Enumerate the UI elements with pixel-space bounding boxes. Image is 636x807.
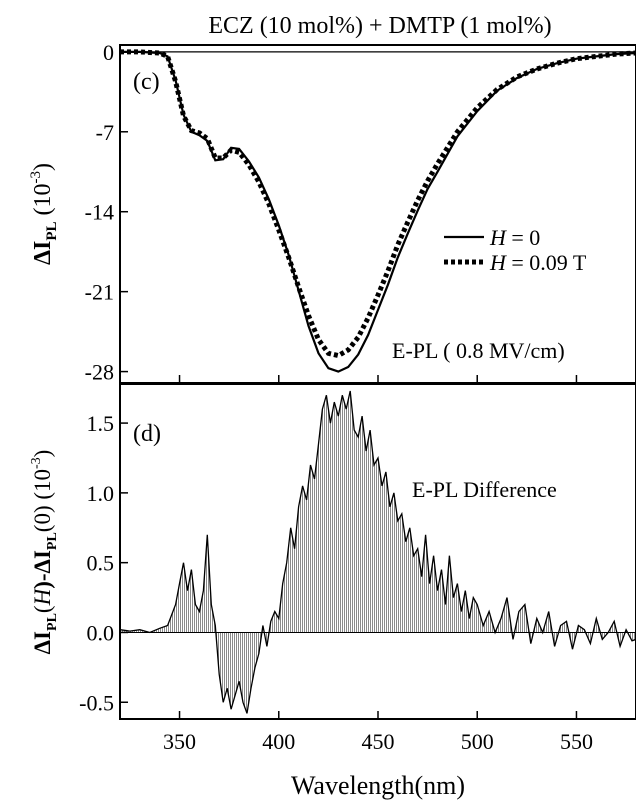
y-tick-label: -0.5 <box>79 690 114 715</box>
panel-c: 0 -7 -14 -21 -28 (c) E-PL ( 0.8 MV/cm) H = 0… <box>28 40 636 385</box>
panel-c-frame <box>119 44 636 384</box>
y-tick-label: 1.5 <box>87 411 115 436</box>
panel-d-ylabel: ΔIPL(H)-ΔIPL(0) (10-3) <box>29 450 60 655</box>
y-tick-label: 0.5 <box>87 551 115 576</box>
y-tick-label: -28 <box>85 360 114 385</box>
panel-c-y-ticks: 0 -7 -14 -21 -28 <box>85 40 128 385</box>
y-tick-label: -21 <box>85 280 114 305</box>
panel-d-y-ticks: -0.5 0.0 0.5 1.0 1.5 <box>79 411 128 715</box>
legend-label-h0: H = 0 <box>489 225 540 250</box>
panel-d: -0.5 0.0 0.5 1.0 1.5 350 400 450 500 550 (d) E-P… <box>29 383 636 754</box>
y-tick-label: 0.0 <box>87 620 115 645</box>
panel-d-x-ticks: 350 400 450 500 550 <box>163 711 593 754</box>
x-axis-label: Wavelength(nm) <box>291 771 465 800</box>
panel-c-label: (c) <box>133 69 160 95</box>
x-tick-label: 450 <box>362 729 395 754</box>
series-line-h0 <box>120 50 636 373</box>
legend-entry-h009: H = 0.09 T <box>444 250 587 275</box>
difference-area <box>120 391 636 714</box>
panel-d-annotation: E-PL Difference <box>412 477 557 502</box>
x-tick-label: 400 <box>262 729 295 754</box>
figure-title: ECZ (10 mol%) + DMTP (1 mol%) <box>208 13 551 39</box>
legend-entry-h0: H = 0 <box>444 225 540 250</box>
panel-c-ylabel: ΔIPL (10-3) <box>28 163 60 265</box>
x-tick-label: 350 <box>163 729 196 754</box>
legend: H = 0 H = 0.09 T <box>444 225 587 275</box>
x-tick-label: 500 <box>461 729 494 754</box>
y-tick-label: 0 <box>103 40 114 65</box>
series-line-h009 <box>120 49 636 359</box>
panel-c-x-ticks <box>178 375 578 383</box>
legend-label-h009: H = 0.09 T <box>489 250 587 275</box>
y-tick-label: 1.0 <box>87 481 115 506</box>
y-tick-label: -14 <box>85 200 114 225</box>
y-tick-label: -7 <box>96 120 114 145</box>
difference-line <box>120 390 636 714</box>
x-tick-label: 550 <box>560 729 593 754</box>
panel-c-annotation: E-PL ( 0.8 MV/cm) <box>392 338 565 363</box>
panel-d-label: (d) <box>133 421 161 447</box>
